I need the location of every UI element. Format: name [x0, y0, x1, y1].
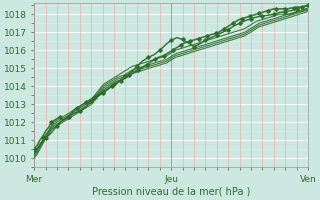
X-axis label: Pression niveau de la mer( hPa ): Pression niveau de la mer( hPa )	[92, 187, 250, 197]
